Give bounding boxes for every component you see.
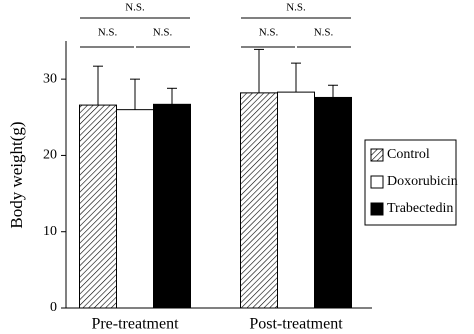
sig-label: N.S.: [314, 27, 334, 39]
legend-swatch: [370, 175, 384, 189]
legend-swatch: [370, 202, 384, 216]
bar: [116, 109, 154, 309]
legend-label: Trabectedin: [387, 201, 453, 216]
bar: [153, 103, 191, 309]
sig-label: N.S.: [286, 2, 306, 14]
legend-label: Control: [387, 147, 430, 162]
sig-label: N.S.: [153, 27, 173, 39]
legend-label: Doxorubicin: [387, 174, 458, 189]
sig-label: N.S.: [259, 27, 279, 39]
y-tick-label: 30: [43, 71, 57, 86]
bar: [240, 92, 278, 309]
x-tick-label: Pre-treatment: [91, 316, 179, 333]
bar: [277, 91, 315, 309]
sig-label: N.S.: [98, 27, 118, 39]
y-tick-label: 10: [43, 224, 57, 239]
x-tick-label: Post-treatment: [249, 316, 343, 333]
y-axis-label: Body weight(g): [7, 121, 26, 228]
y-tick-label: 20: [43, 148, 57, 163]
bar: [79, 104, 117, 309]
sig-label: N.S.: [125, 2, 145, 14]
legend-swatch: [370, 148, 384, 162]
y-tick-label: 0: [50, 300, 57, 315]
bar: [314, 96, 352, 309]
